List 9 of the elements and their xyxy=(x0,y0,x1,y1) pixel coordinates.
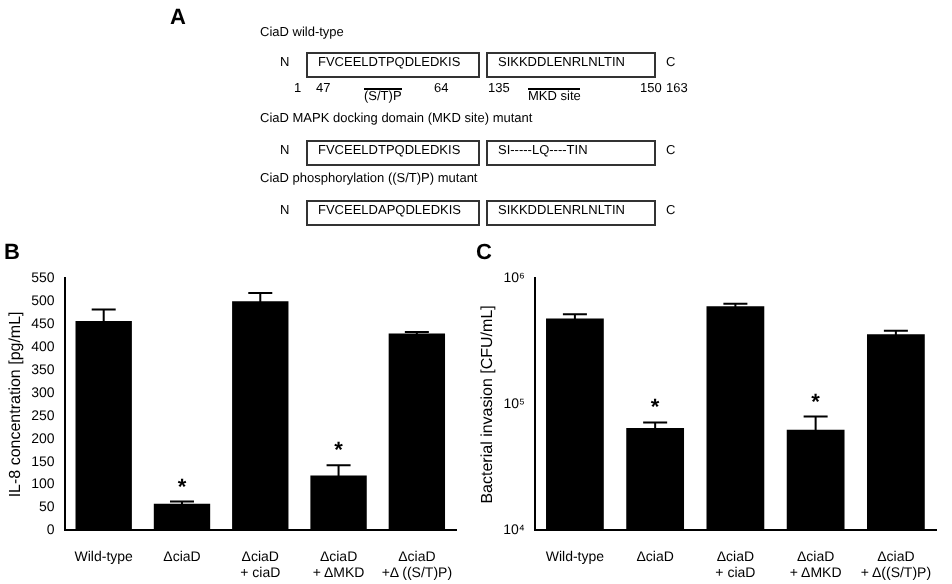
annotation: * xyxy=(811,390,822,415)
chart-title: C xyxy=(476,241,492,266)
annotation: * xyxy=(334,439,345,464)
annotation: * xyxy=(650,396,661,421)
annotation: * xyxy=(177,475,188,500)
y-axis-title: IL-8 concentration [pg/mL] xyxy=(6,311,25,498)
text: A xyxy=(170,6,186,30)
y-axis-title: Bacterial invasion [CFU/mL] xyxy=(478,305,497,504)
chart-title: B xyxy=(4,241,20,266)
